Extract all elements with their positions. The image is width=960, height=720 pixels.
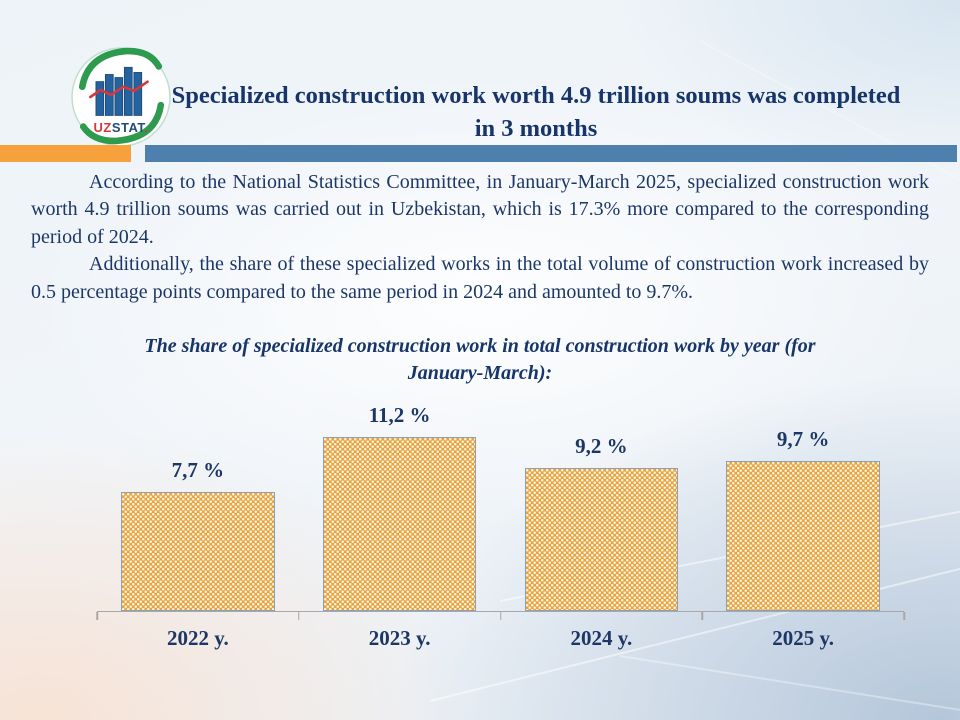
bar: [726, 461, 880, 611]
bar-value-label: 9,7 %: [776, 427, 830, 451]
axis-tick: [903, 612, 905, 620]
chart-category: 9,7 %: [702, 427, 904, 611]
bar: [524, 468, 679, 611]
axis-tick: [96, 612, 98, 620]
bar: [121, 492, 275, 611]
chart-category: 7,7 %: [97, 458, 299, 611]
band-orange-block: [0, 145, 131, 162]
x-axis-label: 2023 y.: [368, 626, 431, 650]
bar-value-label: 11,2 %: [368, 403, 431, 427]
bar-chart: 7,7 % 11,2 % 9,2 % 9,7 % 2022 y. 2023 y. 2024…: [96, 400, 905, 651]
body-text: According to the National Statistics Com…: [31, 169, 929, 306]
axis-tick: [499, 612, 502, 620]
chart-category: 11,2 %: [299, 403, 501, 611]
logo-text-stat: STAT: [111, 120, 145, 135]
bar: [322, 437, 477, 611]
chart-title: The share of specialized construction wo…: [144, 335, 816, 384]
bar-value-label: 9,2 %: [575, 434, 628, 458]
x-axis-label: 2024 y.: [570, 626, 633, 650]
paragraph-2: Additionally, the share of these special…: [31, 253, 929, 303]
x-axis-label: 2025 y.: [772, 626, 835, 650]
band-blue-bar: [145, 145, 957, 162]
chart-plot: 7,7 % 11,2 % 9,2 % 9,7 %: [97, 400, 904, 611]
x-axis-label: 2022 y.: [166, 626, 229, 650]
x-axis: [96, 611, 905, 620]
logo-text-uz: UZ: [93, 120, 112, 135]
logo-text-dot: .: [144, 120, 149, 135]
x-axis-labels: 2022 y. 2023 y. 2024 y. 2025 y.: [97, 612, 904, 651]
background-streak: [619, 655, 960, 720]
axis-tick: [701, 612, 703, 620]
axis-tick: [298, 612, 300, 620]
page-title: Specialized construction work worth 4.9 …: [171, 82, 901, 142]
bar-value-label: 7,7 %: [171, 458, 225, 482]
chart-category: 9,2 %: [501, 434, 703, 611]
decorative-band: [0, 145, 960, 162]
uzstat-logo-icon: [71, 47, 171, 147]
uzstat-logo: UZSTAT.: [70, 46, 172, 148]
paragraph-1: According to the National Statistics Com…: [31, 171, 929, 248]
uzstat-logo-text: UZSTAT.: [70, 120, 172, 135]
logo-trend-line: [89, 80, 149, 99]
